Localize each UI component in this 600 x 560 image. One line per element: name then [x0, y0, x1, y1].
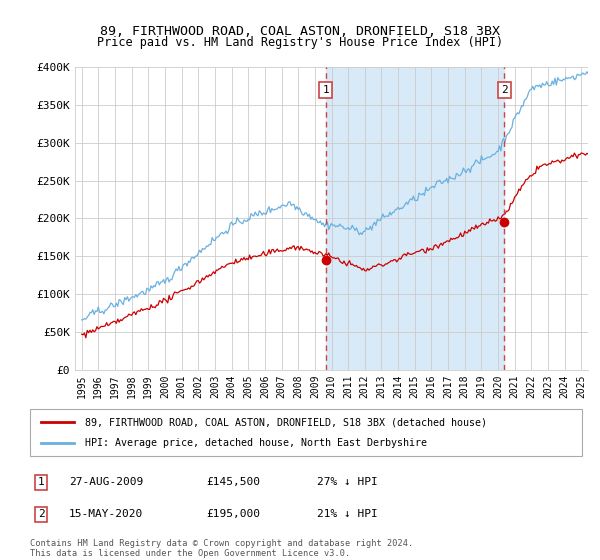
Text: 15-MAY-2020: 15-MAY-2020	[68, 510, 143, 520]
Text: 1: 1	[38, 477, 44, 487]
Text: 27% ↓ HPI: 27% ↓ HPI	[317, 477, 378, 487]
Text: £145,500: £145,500	[206, 477, 260, 487]
Text: Contains HM Land Registry data © Crown copyright and database right 2024.
This d: Contains HM Land Registry data © Crown c…	[30, 539, 413, 558]
Text: 21% ↓ HPI: 21% ↓ HPI	[317, 510, 378, 520]
Bar	[326, 67, 504, 370]
Text: 89, FIRTHWOOD ROAD, COAL ASTON, DRONFIELD, S18 3BX: 89, FIRTHWOOD ROAD, COAL ASTON, DRONFIEL…	[100, 25, 500, 38]
Text: 2: 2	[501, 85, 508, 95]
Text: 2: 2	[38, 510, 44, 520]
Text: 89, FIRTHWOOD ROAD, COAL ASTON, DRONFIELD, S18 3BX (detached house): 89, FIRTHWOOD ROAD, COAL ASTON, DRONFIEL…	[85, 417, 487, 427]
FancyBboxPatch shape	[30, 409, 582, 456]
Text: Price paid vs. HM Land Registry's House Price Index (HPI): Price paid vs. HM Land Registry's House …	[97, 36, 503, 49]
Text: 1: 1	[322, 85, 329, 95]
Text: 27-AUG-2009: 27-AUG-2009	[68, 477, 143, 487]
Text: £195,000: £195,000	[206, 510, 260, 520]
Text: HPI: Average price, detached house, North East Derbyshire: HPI: Average price, detached house, Nort…	[85, 438, 427, 448]
